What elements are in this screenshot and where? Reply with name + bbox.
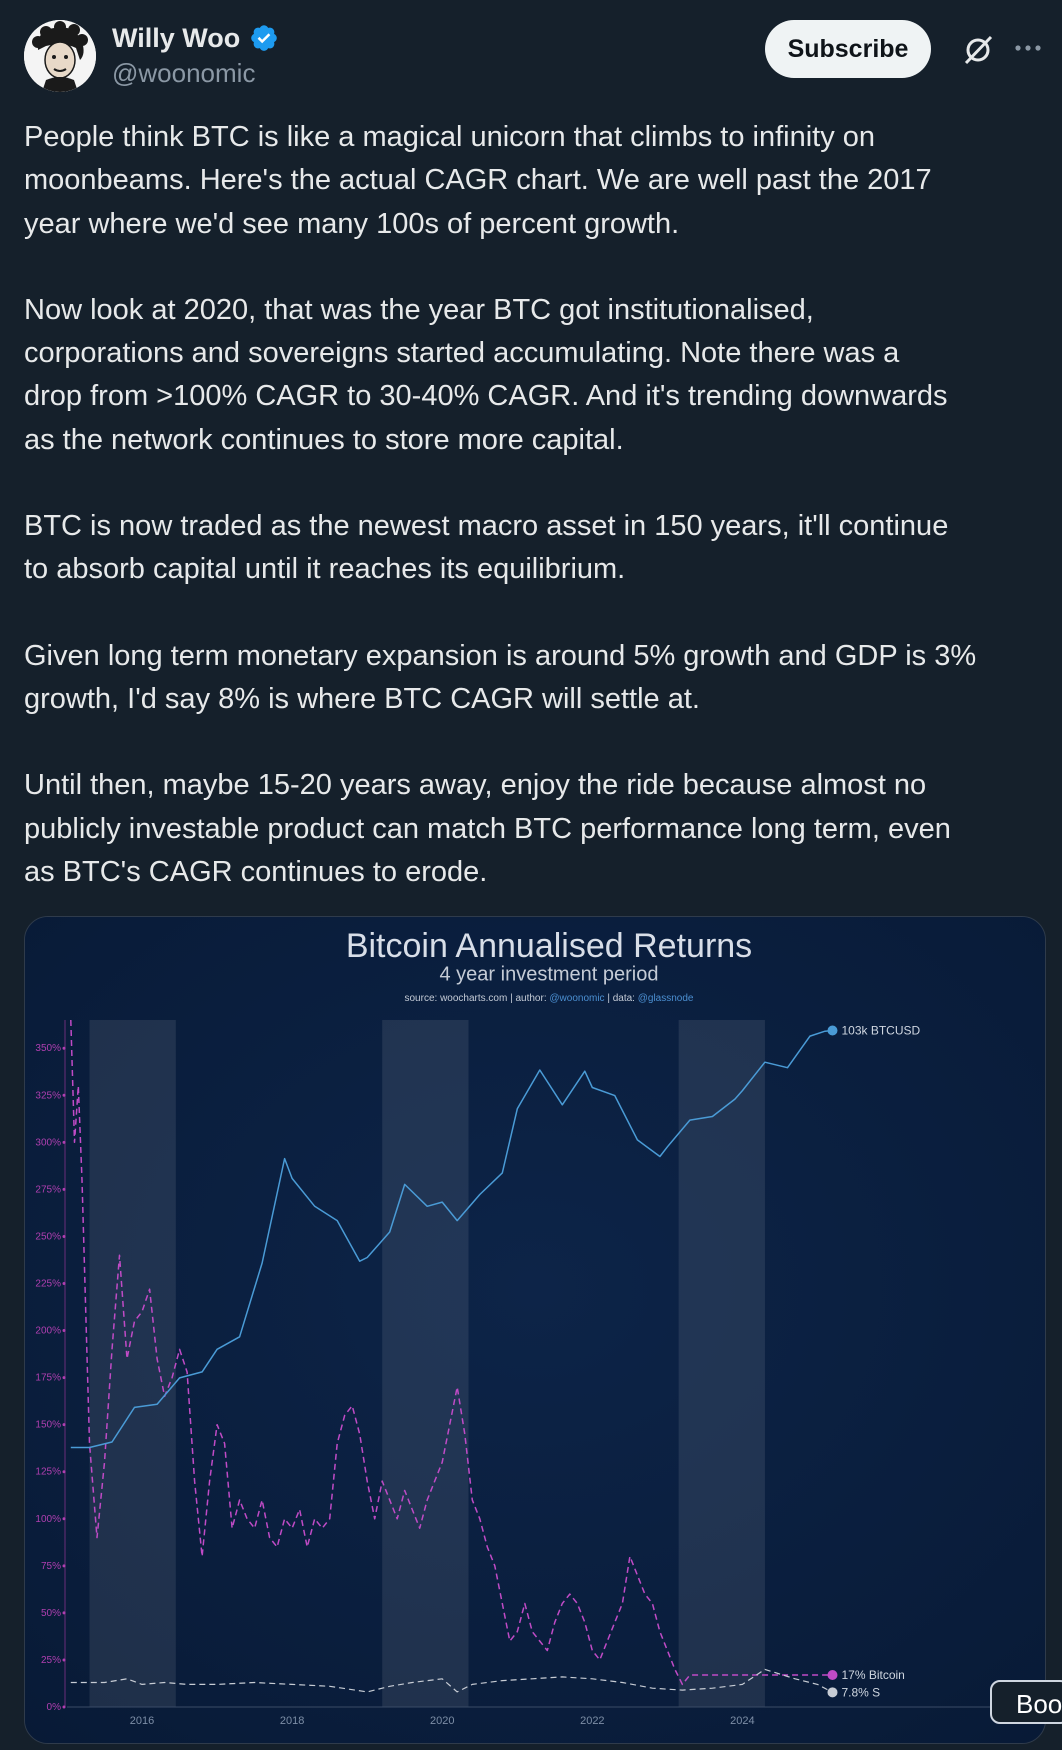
y-tick-mark — [62, 1423, 66, 1427]
source-data-prefix: | data: — [605, 993, 638, 1004]
author-handle[interactable]: @woonomic — [112, 58, 256, 88]
y-tick-label: 300% — [35, 1137, 61, 1148]
y-tick-label: 225% — [35, 1279, 61, 1290]
x-tick-label: 2024 — [730, 1715, 754, 1727]
y-tick-label: 350% — [35, 1043, 61, 1054]
post-line: drop from >100% CAGR to 30-40% CAGR. And… — [24, 380, 948, 413]
series-end-label: 17% Bitcoin — [841, 1668, 904, 1682]
post-line: moonbeams. Here's the actual CAGR chart.… — [24, 164, 932, 197]
series-end-label: 103k BTCUSD — [841, 1024, 920, 1038]
bookmark-tooltip[interactable]: Bookmark — [990, 1680, 1062, 1724]
series-end-marker — [827, 1670, 838, 1681]
y-tick-label: 25% — [41, 1655, 61, 1666]
series-end-marker — [827, 1025, 838, 1036]
source-prefix: source: — [404, 993, 440, 1004]
author-block: Willy Woo @woonomic — [112, 20, 279, 90]
post-paragraph: BTC is now traded as the newest macro as… — [24, 505, 1044, 592]
post-line: year where we'd see many 100s of percent… — [24, 207, 680, 240]
end-labels: 17% Bitcoin 7.8% S 103k BTCUSD — [827, 1024, 921, 1699]
post-paragraph: People think BTC is like a magical unico… — [24, 116, 1044, 246]
avatar[interactable] — [24, 20, 96, 92]
shaded-period — [382, 1020, 469, 1707]
post-paragraph: Given long term monetary expansion is ar… — [24, 635, 1044, 722]
chart: Bitcoin Annualised Returns 4 year invest… — [25, 917, 1045, 1743]
y-tick-mark — [62, 1611, 66, 1615]
shaded-periods — [89, 1020, 765, 1707]
y-tick-label: 125% — [35, 1467, 61, 1478]
source-author: @woonomic — [549, 993, 604, 1004]
y-tick-label: 75% — [41, 1561, 61, 1572]
post-text: People think BTC is like a magical unico… — [24, 116, 1044, 894]
verified-badge-icon — [250, 25, 277, 51]
x-tick-label: 2022 — [580, 1715, 604, 1727]
y-tick-mark — [62, 1705, 66, 1709]
chart-background — [25, 917, 1045, 1743]
post-line: Given long term monetary expansion is ar… — [24, 639, 977, 672]
series-layer — [70, 1019, 833, 1693]
y-tick-mark — [62, 1234, 66, 1238]
chart-source: source: woocharts.com | author: @woonomi… — [404, 993, 693, 1004]
x-tick-label: 2016 — [130, 1715, 154, 1727]
chart-image[interactable]: Bitcoin Annualised Returns 4 year invest… — [24, 916, 1046, 1744]
y-tick-mark — [62, 1140, 66, 1144]
post-line: growth, I'd say 8% is where BTC CAGR wil… — [24, 682, 700, 715]
post-line: BTC is now traded as the newest macro as… — [24, 510, 949, 543]
y-tick-label: 325% — [35, 1090, 61, 1101]
series-line-s-p-500 — [70, 1668, 833, 1693]
post-line: corporations and sovereigns started accu… — [24, 337, 900, 370]
y-tick-label: 100% — [35, 1514, 61, 1525]
grok-icon[interactable] — [962, 34, 994, 66]
y-tick-label: 250% — [35, 1231, 61, 1242]
chart-subtitle: 4 year investment period — [439, 963, 658, 985]
y-tick-mark — [62, 1046, 66, 1050]
post-line: Until then, maybe 15-20 years away, enjo… — [24, 769, 927, 802]
y-tick-mark — [62, 1093, 66, 1097]
post-paragraph: Now look at 2020, that was the year BTC … — [24, 289, 1044, 462]
y-tick-mark — [62, 1376, 66, 1380]
shaded-period — [89, 1020, 176, 1707]
post-line: to absorb capital until it reaches its e… — [24, 553, 626, 586]
y-tick-label: 0% — [47, 1702, 62, 1713]
y-tick-label: 275% — [35, 1184, 61, 1195]
y-tick-mark — [62, 1470, 66, 1474]
post-paragraph: Until then, maybe 15-20 years away, enjo… — [24, 764, 1044, 894]
source-site: woocharts.com — [439, 993, 507, 1004]
y-tick-mark — [62, 1329, 66, 1333]
series-end-label: 7.8% S — [841, 1685, 880, 1699]
series-line-bitcoin — [70, 1019, 833, 1686]
y-tick-mark — [62, 1282, 66, 1286]
post-line: publicly investable product can match BT… — [24, 812, 951, 845]
x-tick-label: 2020 — [430, 1715, 454, 1727]
chart-title: Bitcoin Annualised Returns — [346, 927, 752, 965]
y-tick-mark — [62, 1658, 66, 1662]
post-line: Now look at 2020, that was the year BTC … — [24, 293, 814, 326]
y-tick-label: 175% — [35, 1373, 61, 1384]
y-axis: 0% 25% 50% 75% 100% 125% 150% 175% 200% 225% 250% 2… — [35, 1020, 66, 1713]
y-tick-mark — [62, 1564, 66, 1568]
y-tick-mark — [62, 1187, 66, 1191]
y-tick-label: 50% — [41, 1608, 61, 1619]
subscribe-button[interactable]: Subscribe — [765, 20, 931, 78]
author-name[interactable]: Willy Woo — [112, 23, 241, 53]
y-tick-label: 200% — [35, 1326, 61, 1337]
y-tick-mark — [62, 1517, 66, 1521]
source-data: @glassnode — [638, 993, 694, 1004]
more-icon[interactable] — [1012, 32, 1044, 64]
y-tick-label: 150% — [35, 1420, 61, 1431]
post-header: Willy Woo @woonomic Subscribe — [24, 18, 1041, 92]
shaded-period — [678, 1020, 765, 1707]
x-tick-label: 2018 — [280, 1715, 304, 1727]
post-line: as the network continues to store more c… — [24, 423, 624, 456]
source-author-prefix: | author: — [507, 993, 549, 1004]
series-line-btcusd — [70, 1029, 833, 1449]
series-end-marker — [827, 1687, 838, 1698]
post-line: People think BTC is like a magical unico… — [24, 121, 876, 153]
x-axis: 2016 2018 2020 2022 2024 — [67, 1706, 1015, 1727]
post-line: as BTC's CAGR continues to erode. — [24, 855, 488, 888]
